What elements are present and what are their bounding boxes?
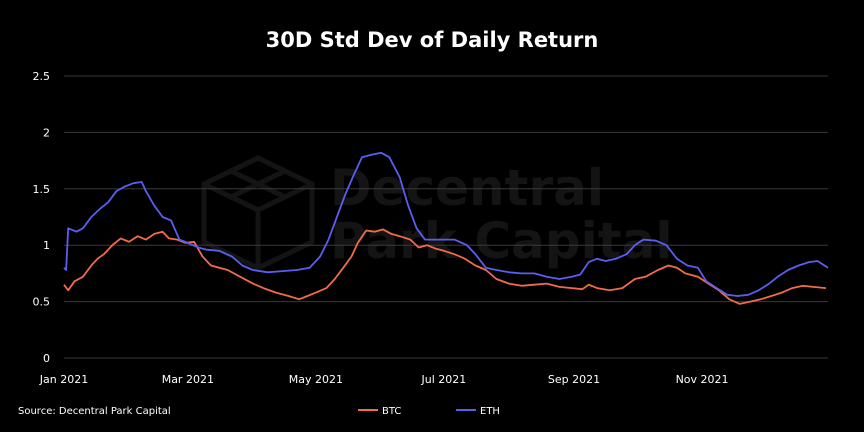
legend-label-btc: BTC (382, 406, 401, 417)
x-tick-label: Nov 2021 (676, 373, 729, 386)
y-axis: 0 0.5 1 1.5 2 2.5 (33, 70, 51, 365)
y-tick-label: 2 (43, 126, 50, 139)
watermark-text-line1: Decentral (330, 159, 604, 217)
y-tick-label: 2.5 (33, 70, 51, 83)
watermark-text-line2: Park Capital (330, 212, 673, 270)
x-tick-label: Mar 2021 (162, 373, 214, 386)
grid (64, 75, 828, 359)
x-axis: Jan 2021 Mar 2021 May 2021 Jul 2021 Sep 2021… (39, 373, 729, 386)
y-tick-label: 1 (43, 239, 50, 252)
y-tick-label: 1.5 (33, 183, 51, 196)
series-line-btc (63, 228, 826, 305)
x-tick-label: Jan 2021 (39, 373, 88, 386)
series-line-eth (63, 151, 829, 297)
y-tick-label: 0.5 (33, 296, 51, 309)
chart-title: 30D Std Dev of Daily Return (266, 28, 599, 52)
source-note: Source: Decentral Park Capital (18, 406, 171, 417)
legend-label-eth: ETH (480, 406, 500, 417)
series-layer (63, 151, 829, 305)
legend-item-eth: ETH (456, 406, 500, 417)
x-tick-label: May 2021 (289, 373, 343, 386)
legend-item-btc: BTC (358, 406, 401, 417)
y-tick-label: 0 (43, 352, 50, 365)
legend: BTC ETH (358, 406, 500, 417)
x-tick-label: Jul 2021 (421, 373, 467, 386)
x-tick-label: Sep 2021 (548, 373, 600, 386)
